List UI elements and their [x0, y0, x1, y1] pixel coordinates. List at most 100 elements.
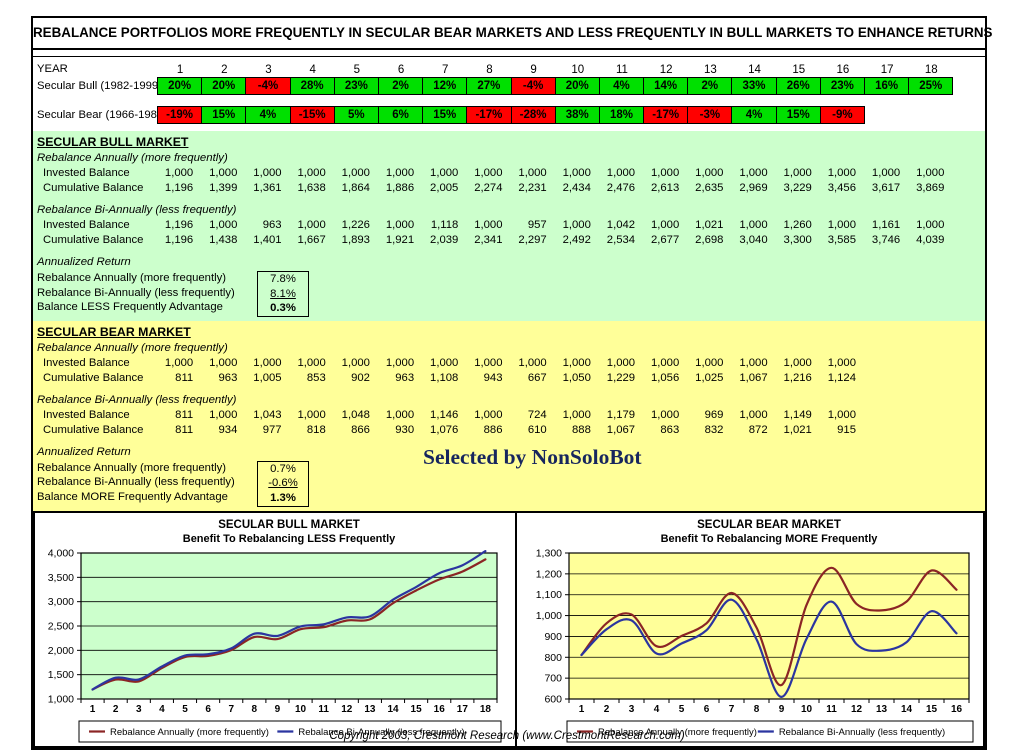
- balance-cell: 1,021: [695, 219, 724, 231]
- x-tick-label: 17: [457, 704, 469, 715]
- balance-cell: 1,067: [606, 423, 636, 436]
- spacer: [33, 248, 985, 254]
- return-cell: -19%: [157, 106, 203, 124]
- return-cell: 23%: [819, 77, 865, 95]
- bull-chart-box: SECULAR BULL MARKET Benefit To Rebalancin…: [33, 510, 517, 748]
- balance-cell: 1,000: [209, 356, 238, 369]
- balance-cell: 2,005: [430, 182, 459, 194]
- balance-cell: 1,000: [253, 356, 282, 369]
- balance-cell: 1,050: [562, 371, 591, 384]
- return-cell: 4%: [245, 106, 291, 124]
- return-cell: -15%: [289, 106, 335, 124]
- year-cell: 9: [530, 63, 537, 76]
- legend-label-biannual: Rebalance Bi-Annually (less frequently): [298, 727, 464, 738]
- balance-cell: 1,000: [164, 356, 194, 369]
- row-label: Cumulative Balance: [43, 234, 144, 246]
- bull-biannual-invested-row: Invested Balance 1,196 1,000 963 1,000 1,226…: [33, 218, 985, 233]
- x-tick-label: 8: [754, 704, 760, 715]
- return-cell: 4%: [598, 77, 645, 95]
- y-tick-label: 1,300: [536, 547, 562, 559]
- balance-cell: 1,196: [164, 234, 194, 246]
- balance-cell: 1,108: [430, 371, 459, 384]
- return-cell: 15%: [775, 106, 821, 124]
- x-tick-label: 3: [136, 704, 142, 715]
- balance-cell: 1,893: [341, 234, 370, 246]
- year-cell: 18: [924, 63, 938, 76]
- balance-cell: 872: [748, 423, 768, 436]
- bear-biannual-group-label: Rebalance Bi-Annually (less frequently): [37, 393, 237, 406]
- x-tick-label: 12: [851, 704, 863, 715]
- balance-cell: 863: [660, 423, 680, 436]
- return-cell: 23%: [333, 77, 379, 95]
- balance-cell: 1,000: [209, 167, 238, 179]
- balance-cell: 3,869: [916, 182, 945, 194]
- balance-cell: 1,401: [253, 234, 282, 246]
- balance-cell: 1,000: [518, 356, 547, 369]
- balance-cell: 811: [175, 371, 194, 384]
- year-cell: 7: [442, 63, 449, 76]
- bear-annual-group-label: Rebalance Annually (more frequently): [37, 341, 228, 354]
- bull-section-heading: SECULAR BULL MARKET: [37, 135, 189, 149]
- series-line: [580, 566, 958, 686]
- x-tick-label: 5: [182, 704, 188, 715]
- return-cell: -4%: [245, 77, 291, 95]
- secular-bull-section: SECULAR BULL MARKET Rebalance Annually (…: [33, 131, 985, 321]
- balance-cell: 1,000: [606, 167, 636, 179]
- bull-annualized-labels: Rebalance Annually (more frequently) Reb…: [33, 271, 257, 317]
- series-line: [91, 557, 487, 691]
- balance-cell: 1,000: [695, 356, 724, 369]
- x-tick-label: 1: [579, 704, 585, 715]
- balance-cell: 1,000: [562, 356, 591, 369]
- annualized-label: Rebalance Bi-Annually (less frequently): [37, 476, 235, 489]
- balance-cell: 1,161: [871, 219, 901, 231]
- balance-cell: 1,000: [783, 167, 812, 179]
- balance-cell: 1,000: [739, 356, 768, 369]
- row-label: Invested Balance: [43, 356, 130, 369]
- return-cell: -17%: [466, 106, 512, 124]
- balance-cell: 1,000: [297, 408, 326, 421]
- return-cell: 15%: [422, 106, 468, 124]
- x-tick-label: 3: [629, 704, 635, 715]
- balance-cell: 1,076: [430, 423, 459, 436]
- y-tick-label: 900: [544, 630, 562, 642]
- balance-cell: 1,000: [562, 219, 591, 231]
- return-cell: 25%: [908, 77, 954, 95]
- balance-cell: 1,000: [827, 356, 856, 369]
- annualized-label: Balance MORE Frequently Advantage: [37, 490, 228, 503]
- return-cell: 16%: [864, 77, 910, 95]
- balance-cell: 2,274: [474, 182, 503, 194]
- year-cell: 1: [176, 63, 184, 76]
- x-tick-label: 13: [364, 704, 376, 715]
- balance-cell: 3,456: [827, 182, 856, 194]
- balance-cell: 2,341: [474, 234, 503, 246]
- balance-cell: 1,124: [827, 371, 856, 384]
- copyright-text: Copyright 2003, Crestmont Research (www.…: [329, 730, 685, 742]
- annualized-value: -0.6%: [268, 477, 298, 490]
- balance-cell: 1,226: [341, 219, 370, 231]
- balance-cell: 1,000: [916, 167, 945, 179]
- x-tick-label: 9: [779, 704, 785, 715]
- balance-cell: 818: [306, 423, 326, 436]
- balance-cell: 1,000: [783, 356, 812, 369]
- series-line: [91, 549, 487, 691]
- balance-cell: 1,000: [650, 219, 680, 231]
- returns-matrix: YEAR 1 2 3 4 5 6 7 8 9 10 11 12 13 14 15 16 17 18 Secular…: [33, 57, 985, 131]
- balance-cell: 1,196: [164, 182, 194, 194]
- balance-cell: 1,000: [474, 167, 503, 179]
- return-cell: 2%: [687, 77, 733, 95]
- bull-annual-cumulative-row: Cumulative Balance 1,196 1,399 1,361 1,638 1…: [33, 181, 985, 196]
- balance-cell: 1,638: [297, 182, 326, 194]
- balance-cell: 1,000: [430, 356, 459, 369]
- balance-cell: 3,585: [827, 234, 856, 246]
- x-tick-label: 2: [113, 704, 119, 715]
- x-tick-label: 11: [826, 704, 837, 715]
- return-cell: 12%: [422, 77, 468, 95]
- bull-annual-invested-row: Invested Balance 1,000 1,000 1,000 1,000 1,0…: [33, 166, 985, 181]
- x-tick-label: 10: [801, 704, 813, 715]
- balance-cell: 902: [351, 371, 370, 384]
- balance-cell: 1,000: [650, 408, 680, 421]
- balance-cell: 1,260: [783, 219, 812, 231]
- balance-cell: 886: [483, 423, 503, 436]
- bull-chart: SECULAR BULL MARKET Benefit To Rebalancin…: [48, 519, 502, 743]
- legend-label-annual: Rebalance Annually (more frequently): [110, 727, 269, 738]
